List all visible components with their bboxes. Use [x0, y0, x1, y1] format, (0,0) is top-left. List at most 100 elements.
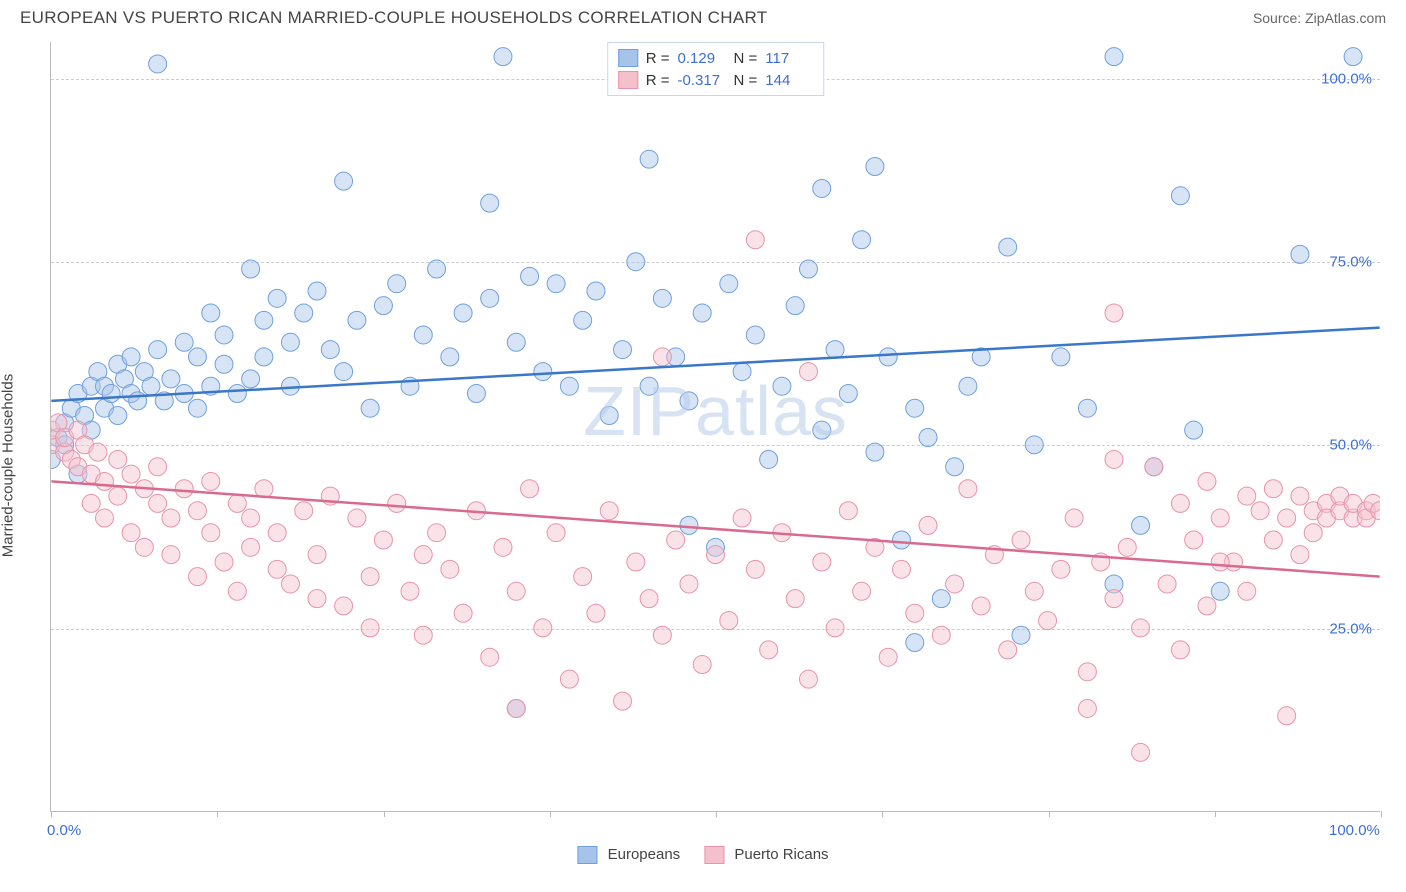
- series-legend: Europeans Puerto Ricans: [577, 846, 828, 864]
- data-point: [481, 289, 499, 307]
- data-point: [786, 297, 804, 315]
- data-point: [109, 487, 127, 505]
- data-point: [1078, 399, 1096, 417]
- data-point: [906, 399, 924, 417]
- data-point: [614, 692, 632, 710]
- data-point: [547, 524, 565, 542]
- data-point: [335, 363, 353, 381]
- r-label: R =: [646, 72, 670, 89]
- data-point: [242, 509, 260, 527]
- data-point: [773, 524, 791, 542]
- data-point: [481, 648, 499, 666]
- data-point: [149, 494, 167, 512]
- data-point: [521, 267, 539, 285]
- data-point: [295, 304, 313, 322]
- x-tick: [384, 811, 385, 817]
- data-point: [1145, 458, 1163, 476]
- data-point: [1078, 699, 1096, 717]
- data-point: [1291, 546, 1309, 564]
- data-point: [401, 582, 419, 600]
- data-point: [707, 546, 725, 564]
- x-tick: [716, 811, 717, 817]
- scatter-layer: [51, 42, 1380, 811]
- data-point: [667, 531, 685, 549]
- data-point: [587, 604, 605, 622]
- data-point: [773, 377, 791, 395]
- data-point: [560, 377, 578, 395]
- data-point: [414, 626, 432, 644]
- data-point: [441, 348, 459, 366]
- data-point: [149, 55, 167, 73]
- chart-area: Married-couple Households ZIPatlas R = 0…: [0, 32, 1406, 882]
- data-point: [1264, 480, 1282, 498]
- data-point: [494, 538, 512, 556]
- data-point: [1078, 663, 1096, 681]
- data-point: [149, 458, 167, 476]
- data-point: [215, 355, 233, 373]
- data-point: [188, 399, 206, 417]
- data-point: [348, 311, 366, 329]
- data-point: [733, 363, 751, 381]
- data-point: [507, 699, 525, 717]
- data-point: [188, 348, 206, 366]
- data-point: [879, 648, 897, 666]
- data-point: [215, 553, 233, 571]
- data-point: [414, 546, 432, 564]
- data-point: [428, 524, 446, 542]
- plot-region: ZIPatlas R = 0.129 N = 117 R = -0.317 N …: [50, 42, 1380, 812]
- data-point: [295, 502, 313, 520]
- data-point: [1118, 538, 1136, 556]
- y-axis-label: Married-couple Households: [0, 374, 17, 557]
- data-point: [467, 385, 485, 403]
- x-tick-label-max: 100.0%: [1329, 822, 1380, 839]
- data-point: [149, 341, 167, 359]
- data-point: [1251, 502, 1269, 520]
- data-point: [175, 333, 193, 351]
- data-point: [627, 253, 645, 271]
- x-tick-label-min: 0.0%: [47, 822, 81, 839]
- legend-row-europeans: R = 0.129 N = 117: [618, 47, 814, 69]
- data-point: [374, 297, 392, 315]
- data-point: [1105, 304, 1123, 322]
- data-point: [680, 516, 698, 534]
- data-point: [228, 582, 246, 600]
- data-point: [853, 231, 871, 249]
- data-point: [1171, 494, 1189, 512]
- data-point: [175, 480, 193, 498]
- swatch-europeans-icon: [577, 846, 597, 864]
- data-point: [467, 502, 485, 520]
- data-point: [799, 670, 817, 688]
- data-point: [361, 619, 379, 637]
- data-point: [1211, 509, 1229, 527]
- data-point: [853, 582, 871, 600]
- data-point: [906, 634, 924, 652]
- legend-label-puertoricans: Puerto Ricans: [734, 846, 828, 863]
- data-point: [255, 348, 273, 366]
- data-point: [999, 238, 1017, 256]
- data-point: [1052, 560, 1070, 578]
- data-point: [255, 311, 273, 329]
- data-point: [720, 612, 738, 630]
- legend-row-puertoricans: R = -0.317 N = 144: [618, 69, 814, 91]
- data-point: [919, 428, 937, 446]
- data-point: [826, 619, 844, 637]
- data-point: [202, 472, 220, 490]
- data-point: [202, 524, 220, 542]
- data-point: [1039, 612, 1057, 630]
- n-label: N =: [734, 72, 758, 89]
- data-point: [1264, 531, 1282, 549]
- data-point: [614, 341, 632, 359]
- data-point: [281, 377, 299, 395]
- data-point: [255, 480, 273, 498]
- data-point: [228, 494, 246, 512]
- data-point: [1278, 707, 1296, 725]
- data-point: [799, 363, 817, 381]
- data-point: [82, 494, 100, 512]
- data-point: [268, 289, 286, 307]
- data-point: [129, 392, 147, 410]
- data-point: [653, 289, 671, 307]
- n-value-europeans: 117: [765, 50, 813, 67]
- data-point: [109, 450, 127, 468]
- data-point: [760, 450, 778, 468]
- data-point: [308, 546, 326, 564]
